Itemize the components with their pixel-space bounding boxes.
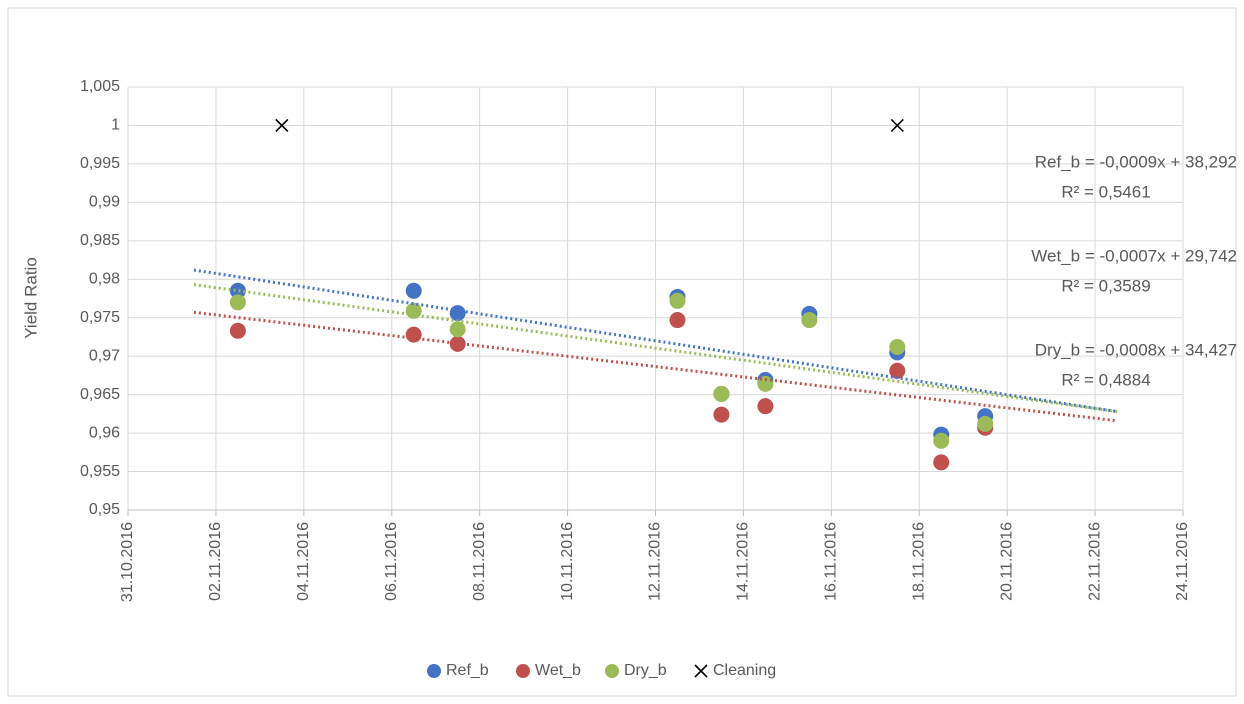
x-tick-label: 20.11.2016: [998, 522, 1015, 601]
point: [933, 432, 950, 449]
point: [713, 385, 730, 402]
x-tick-label: 06.11.2016: [383, 522, 400, 601]
y-tick-label: 0,96: [89, 424, 120, 441]
x-tick-label: 02.11.2016: [207, 522, 224, 601]
point: [889, 338, 906, 355]
legend-label: Ref_b: [446, 662, 489, 679]
y-tick-label: 0,95: [89, 501, 120, 518]
y-tick-label: 0,99: [89, 194, 120, 211]
point: [977, 415, 994, 432]
y-axis-title: Yield Ratio: [21, 257, 40, 339]
y-tick-label: 1,005: [80, 78, 120, 95]
point: [669, 312, 686, 329]
trend-r2: R² = 0,5461: [1061, 182, 1150, 201]
y-tick-label: 0,98: [89, 270, 120, 287]
point: [229, 282, 246, 299]
x-tick-label: 31.10.2016: [119, 522, 136, 602]
x-tick-label: 22.11.2016: [1086, 522, 1103, 601]
legend-label: Dry_b: [624, 662, 667, 679]
x-tick-label: 18.11.2016: [910, 522, 927, 601]
x-tick-label: 04.11.2016: [295, 522, 312, 601]
event-marker: [890, 118, 904, 133]
point: [405, 302, 422, 319]
chart-border: [7, 7, 1237, 697]
point: [405, 282, 422, 299]
point: [713, 406, 730, 423]
point: [801, 312, 818, 329]
trend-equation: Dry_b = -0,0008x + 34,427: [1035, 340, 1237, 359]
x-tick-label: 24.11.2016: [1174, 522, 1191, 601]
point: [405, 326, 422, 343]
legend-marker: [605, 664, 619, 678]
y-tick-label: 0,975: [80, 309, 120, 326]
legend-marker: [694, 664, 708, 678]
y-tick-label: 1: [111, 117, 120, 134]
y-tick-label: 0,965: [80, 386, 120, 403]
y-tick-label: 0,955: [80, 463, 120, 480]
trend-r2: R² = 0,4884: [1061, 370, 1150, 389]
x-tick-label: 12.11.2016: [647, 522, 664, 601]
point: [757, 398, 774, 415]
x-tick-label: 14.11.2016: [735, 522, 752, 601]
y-tick-label: 0,995: [80, 155, 120, 172]
trend-equation: Ref_b = -0,0009x + 38,292: [1035, 152, 1237, 171]
point: [449, 321, 466, 338]
y-tick-label: 0,97: [89, 347, 120, 364]
trendline: [193, 268, 1118, 414]
x-tick-label: 08.11.2016: [471, 522, 488, 601]
event-marker: [275, 118, 289, 133]
point: [449, 305, 466, 322]
point: [889, 362, 906, 379]
trend-r2: R² = 0,3589: [1061, 276, 1150, 295]
y-tick-label: 0,985: [80, 232, 120, 249]
point: [229, 294, 246, 311]
x-tick-label: 10.11.2016: [559, 522, 576, 601]
point: [669, 292, 686, 309]
point: [933, 454, 950, 471]
x-tick-label: 16.11.2016: [823, 522, 840, 601]
legend-label: Wet_b: [535, 662, 581, 679]
legend-marker: [516, 664, 530, 678]
trendline: [193, 283, 1118, 414]
legend-label: Cleaning: [713, 662, 776, 679]
point: [229, 322, 246, 339]
trend-equation: Wet_b = -0,0007x + 29,742: [1031, 246, 1237, 265]
legend-marker: [427, 664, 441, 678]
